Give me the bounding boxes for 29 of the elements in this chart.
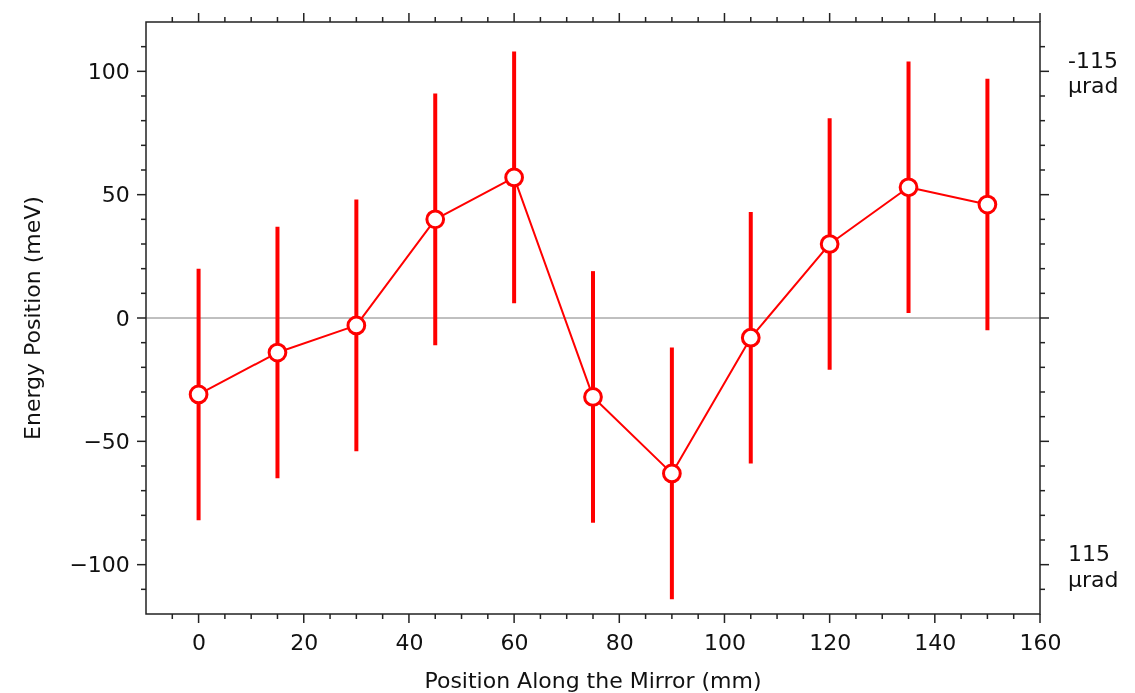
y-axis-title: Energy Position (meV) xyxy=(20,196,45,440)
x-tick-label: 0 xyxy=(192,630,207,655)
y2-tick-label: 115 μrad xyxy=(1068,541,1119,592)
x-tick-label: 40 xyxy=(395,630,424,655)
y-tick-label: 0 xyxy=(115,305,130,331)
point xyxy=(346,315,367,336)
y-tick-label: −100 xyxy=(69,552,130,578)
point xyxy=(188,384,209,405)
x-tick-label: 20 xyxy=(290,630,319,655)
x-tick-label: 80 xyxy=(605,630,634,655)
x-tick-label: 120 xyxy=(809,630,852,655)
point xyxy=(740,327,761,348)
point xyxy=(819,234,840,254)
x-tick-label: 100 xyxy=(703,630,746,655)
point xyxy=(898,177,919,198)
y-tick-label: −50 xyxy=(83,428,130,454)
point xyxy=(977,194,998,215)
y2-tick-label: -115 μrad xyxy=(1068,48,1119,99)
point xyxy=(425,209,446,230)
y-tick-label: 100 xyxy=(87,58,130,84)
point xyxy=(662,463,682,484)
point xyxy=(504,167,524,188)
x-tick-label: 160 xyxy=(1019,630,1062,655)
x-tick-label: 140 xyxy=(914,630,957,655)
point xyxy=(267,342,288,363)
x-tick-label: 60 xyxy=(500,630,529,655)
x-axis-title: Position Along the Mirror (mm) xyxy=(424,668,762,693)
y-tick-label: 50 xyxy=(101,182,130,208)
point xyxy=(583,387,603,407)
